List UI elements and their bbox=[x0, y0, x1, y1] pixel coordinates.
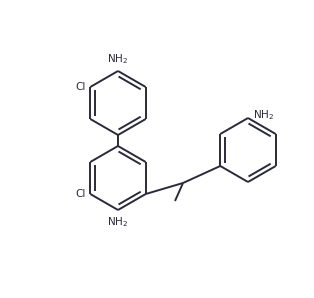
Text: Cl: Cl bbox=[75, 189, 85, 199]
Text: NH$_2$: NH$_2$ bbox=[253, 108, 274, 122]
Text: NH$_2$: NH$_2$ bbox=[107, 52, 128, 66]
Text: Cl: Cl bbox=[75, 82, 85, 92]
Text: NH$_2$: NH$_2$ bbox=[107, 215, 128, 229]
